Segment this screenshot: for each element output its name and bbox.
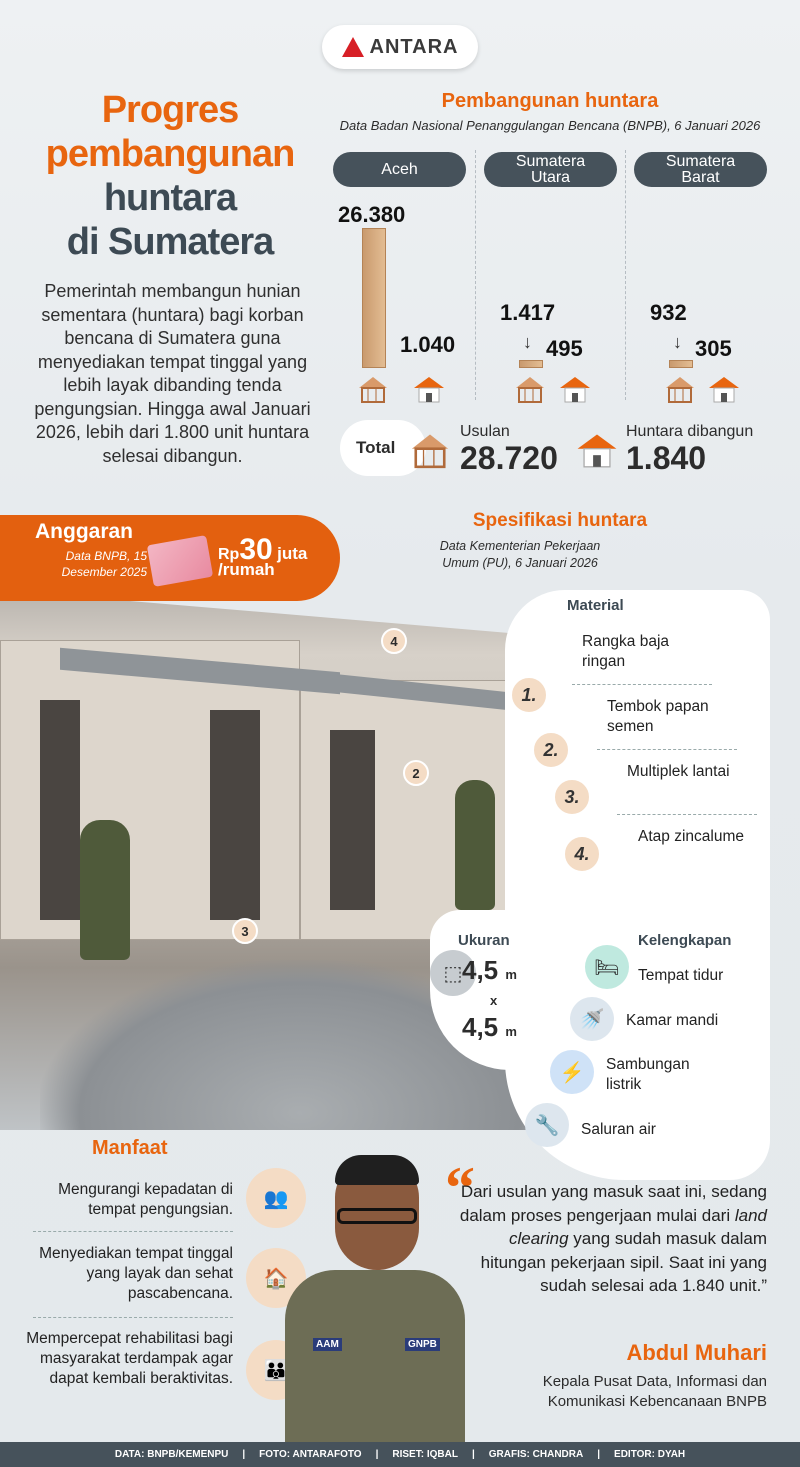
arrow-icon: ↓ <box>523 332 532 352</box>
kelengkapan-box <box>605 910 770 1130</box>
intro-text: Pemerintah membangun hunian sementara (h… <box>34 281 311 466</box>
arrow-icon: ↓ <box>673 332 682 352</box>
value-dibangun: 1.040 <box>400 332 456 357</box>
usulan-total: 28.720 <box>460 440 558 476</box>
house-icon <box>707 374 741 404</box>
material-number: 4. <box>563 835 601 873</box>
kelengkapan-item: Sambungan listrik <box>606 1056 690 1093</box>
credits-footer: DATA: BNPB/KEMENPU | FOTO: ANTARAFOTO | RISE… <box>0 1442 800 1467</box>
chart-source: Data Badan Nasional Penanggulangan Benca… <box>339 118 761 133</box>
house-frame-icon <box>663 374 697 404</box>
house-frame-icon <box>513 374 547 404</box>
chart-title: Pembangunan huntara <box>441 90 659 112</box>
region-aceh: Aceh <box>333 152 466 187</box>
value-usulan: 932 <box>650 300 687 325</box>
house-frame-icon <box>408 430 452 470</box>
manfaat-title: Manfaat <box>92 1137 168 1159</box>
manfaat-item: Mempercepat rehabilitasi bagi masyarakat… <box>26 1330 233 1387</box>
bar-usulan <box>669 360 693 368</box>
anggaran-source: Data BNPB, 15 Desember 2025 <box>61 549 147 579</box>
room-icon: ⬚ <box>430 950 476 996</box>
home-check-icon: 🏠 <box>246 1248 306 1308</box>
quote-mark: “ <box>445 1155 475 1221</box>
material-item: Multiplek lantai <box>627 763 730 780</box>
house-icon <box>558 374 592 404</box>
pipe-icon: 🔧 <box>525 1103 569 1147</box>
material-number: 2. <box>532 731 570 769</box>
divider <box>625 150 626 400</box>
anggaran-title: Anggaran <box>35 520 134 543</box>
usulan-label: Usulan <box>460 423 510 440</box>
ukuran-height: 4,5 m <box>462 1012 517 1042</box>
bar-usulan <box>519 360 543 368</box>
anggaran-amount: Rp30 juta <box>218 533 308 566</box>
photo-marker: 2 <box>403 760 429 786</box>
house-icon <box>575 430 619 470</box>
kelengkapan-item: Kamar mandi <box>626 1012 719 1029</box>
region-sumbar: Sumatera Barat <box>634 152 767 187</box>
antara-logo: ANTARA <box>322 25 478 69</box>
manfaat-item: Mengurangi kepadatan di tempat pengungsi… <box>58 1181 233 1218</box>
manfaat-item: Menyediakan tempat tinggal yang layak da… <box>39 1245 233 1302</box>
spokesperson-illustration: AAM GNPB <box>285 1150 465 1442</box>
anggaran-per: /rumah <box>218 560 275 579</box>
value-usulan: 1.417 <box>500 300 556 325</box>
quote-author: Abdul Muhari <box>626 1340 767 1365</box>
page-title: Progres pembangunan huntara di Sumatera <box>45 89 296 263</box>
electric-icon: ⚡ <box>550 1050 594 1094</box>
dibangun-total: 1.840 <box>626 440 707 476</box>
bed-icon: 🛏 <box>585 945 629 989</box>
antara-logo-icon <box>341 37 364 57</box>
value-usulan: 26.380 <box>338 202 406 227</box>
region-sumut: Sumatera Utara <box>484 152 617 187</box>
divider <box>475 150 476 400</box>
house-frame-icon <box>356 374 390 404</box>
material-item: Rangka baja ringan <box>582 633 670 670</box>
quote-author-role: Kepala Pusat Data, Informasi dan Komunik… <box>542 1373 767 1410</box>
kelengkapan-item: Saluran air <box>581 1121 656 1138</box>
crowd-icon: 👥 <box>246 1168 306 1228</box>
bar-usulan <box>362 228 386 368</box>
dibangun-label: Huntara dibangun <box>626 423 754 440</box>
house-icon <box>412 374 446 404</box>
material-item: Atap zincalume <box>638 828 744 845</box>
value-dibangun: 305 <box>695 336 732 361</box>
spec-title: Spesifikasi huntara <box>472 510 648 531</box>
kelengkapan-item: Tempat tidur <box>638 967 724 984</box>
material-item: Tembok papan semen <box>607 698 709 735</box>
value-dibangun: 495 <box>546 336 583 361</box>
ukuran-title: Ukuran <box>458 932 510 949</box>
kelengkapan-title: Kelengkapan <box>638 932 732 949</box>
material-title: Material <box>567 597 624 614</box>
photo-marker: 4 <box>381 628 407 654</box>
material-number: 1. <box>510 676 548 714</box>
photo-marker: 3 <box>232 918 258 944</box>
material-number: 3. <box>553 778 591 816</box>
quote-text: Dari usulan yang masuk saat ini, sedang … <box>459 1182 767 1295</box>
shower-icon: 🚿 <box>570 997 614 1041</box>
total-label: Total <box>340 420 426 476</box>
ukuran-width: 4,5 m <box>462 955 517 985</box>
ukuran-x: x <box>490 993 498 1008</box>
spec-source: Data Kementerian Pekerjaan Umum (PU), 6 … <box>439 539 601 570</box>
